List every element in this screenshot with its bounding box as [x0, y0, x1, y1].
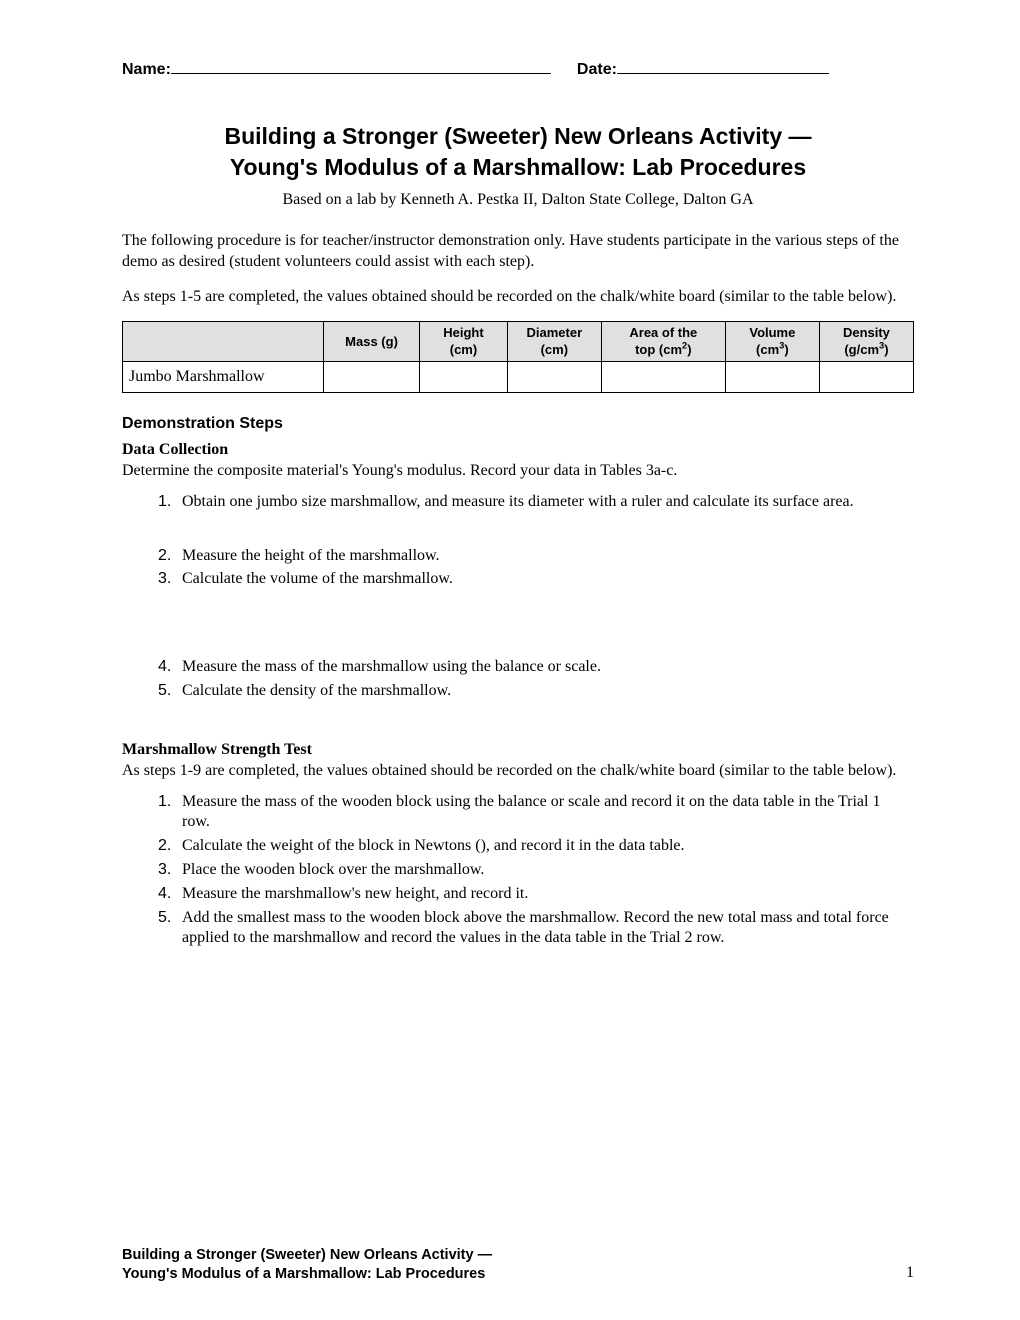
step-text: Add the smallest mass to the wooden bloc… [182, 908, 910, 950]
table-header-row: Mass (g)Height(cm)Diameter(cm)Area of th… [123, 322, 914, 362]
cell-height[interactable] [420, 361, 508, 392]
step-text: Measure the mass of the wooden block usi… [182, 792, 910, 834]
step-text: Calculate the volume of the marshmallow. [182, 569, 910, 590]
list-item: 2. Calculate the weight of the block in … [158, 836, 910, 857]
date-underline[interactable] [617, 60, 829, 74]
table-header-cell: Height(cm) [420, 322, 508, 362]
step-number: 2. [158, 546, 182, 567]
cell-mass[interactable] [323, 361, 419, 392]
footer-text: Building a Stronger (Sweeter) New Orlean… [122, 1246, 492, 1284]
data-collection-heading: Data Collection [122, 441, 914, 459]
name-label: Name: [122, 61, 171, 79]
table-header-cell: Density(g/cm3) [819, 322, 913, 362]
strength-test-heading: Marshmallow Strength Test [122, 741, 914, 759]
data-collection-intro: Determine the composite material's Young… [122, 461, 914, 482]
strength-test-intro: As steps 1-9 are completed, the values o… [122, 761, 914, 782]
list-item: 3. Place the wooden block over the marsh… [158, 860, 910, 881]
list-item: 4. Measure the mass of the marshmallow u… [158, 657, 910, 678]
footer-line2: Young's Modulus of a Marshmallow: Lab Pr… [122, 1265, 492, 1284]
strength-test-list: 1. Measure the mass of the wooden block … [122, 792, 914, 950]
cell-area[interactable] [601, 361, 725, 392]
step-number: 1. [158, 792, 182, 834]
cell-volume[interactable] [725, 361, 819, 392]
list-item: 1. Obtain one jumbo size marshmallow, an… [158, 492, 910, 513]
header-line: Name: Date: [122, 60, 914, 79]
step-number: 4. [158, 657, 182, 678]
list-item: 3. Calculate the volume of the marshmall… [158, 569, 910, 590]
intro-para-2: As steps 1-5 are completed, the values o… [122, 287, 914, 308]
cell-density[interactable] [819, 361, 913, 392]
table-header-cell: Volume(cm3) [725, 322, 819, 362]
step-number: 5. [158, 908, 182, 950]
list-item: 2. Measure the height of the marshmallow… [158, 546, 910, 567]
table-header-cell: Mass (g) [323, 322, 419, 362]
step-text: Measure the marshmallow's new height, an… [182, 884, 910, 905]
cell-diameter[interactable] [507, 361, 601, 392]
title-line1: Building a Stronger (Sweeter) New Orlean… [122, 121, 914, 152]
step-number: 4. [158, 884, 182, 905]
demo-steps-heading: Demonstration Steps [122, 415, 914, 433]
step-text: Calculate the density of the marshmallow… [182, 681, 910, 702]
step-number: 3. [158, 860, 182, 881]
table-header-cell [123, 322, 324, 362]
page-title: Building a Stronger (Sweeter) New Orlean… [122, 121, 914, 183]
name-block: Name: [122, 60, 551, 79]
row-label: Jumbo Marshmallow [123, 361, 324, 392]
step-text: Measure the height of the marshmallow. [182, 546, 910, 567]
intro-para-1: The following procedure is for teacher/i… [122, 231, 914, 273]
table-header-cell: Area of thetop (cm2) [601, 322, 725, 362]
date-block: Date: [577, 60, 829, 79]
step-text: Measure the mass of the marshmallow usin… [182, 657, 910, 678]
data-collection-list: 1. Obtain one jumbo size marshmallow, an… [122, 492, 914, 702]
page-footer: Building a Stronger (Sweeter) New Orlean… [122, 1246, 914, 1284]
step-number: 1. [158, 492, 182, 513]
step-text: Place the wooden block over the marshmal… [182, 860, 910, 881]
list-item: 4. Measure the marshmallow's new height,… [158, 884, 910, 905]
step-text: Obtain one jumbo size marshmallow, and m… [182, 492, 910, 513]
step-number: 5. [158, 681, 182, 702]
footer-line1: Building a Stronger (Sweeter) New Orlean… [122, 1246, 492, 1265]
measurement-table: Mass (g)Height(cm)Diameter(cm)Area of th… [122, 321, 914, 393]
subtitle: Based on a lab by Kenneth A. Pestka II, … [122, 191, 914, 209]
title-line2: Young's Modulus of a Marshmallow: Lab Pr… [122, 152, 914, 183]
table-header-cell: Diameter(cm) [507, 322, 601, 362]
list-item: 5. Add the smallest mass to the wooden b… [158, 908, 910, 950]
list-item: 1. Measure the mass of the wooden block … [158, 792, 910, 834]
step-text: Calculate the weight of the block in New… [182, 836, 910, 857]
step-number: 3. [158, 569, 182, 590]
table-row: Jumbo Marshmallow [123, 361, 914, 392]
date-label: Date: [577, 61, 617, 79]
page: Name: Date: Building a Stronger (Sweeter… [0, 0, 1020, 1320]
list-item: 5. Calculate the density of the marshmal… [158, 681, 910, 702]
page-number: 1 [906, 1263, 914, 1284]
step-number: 2. [158, 836, 182, 857]
name-underline[interactable] [171, 60, 551, 74]
